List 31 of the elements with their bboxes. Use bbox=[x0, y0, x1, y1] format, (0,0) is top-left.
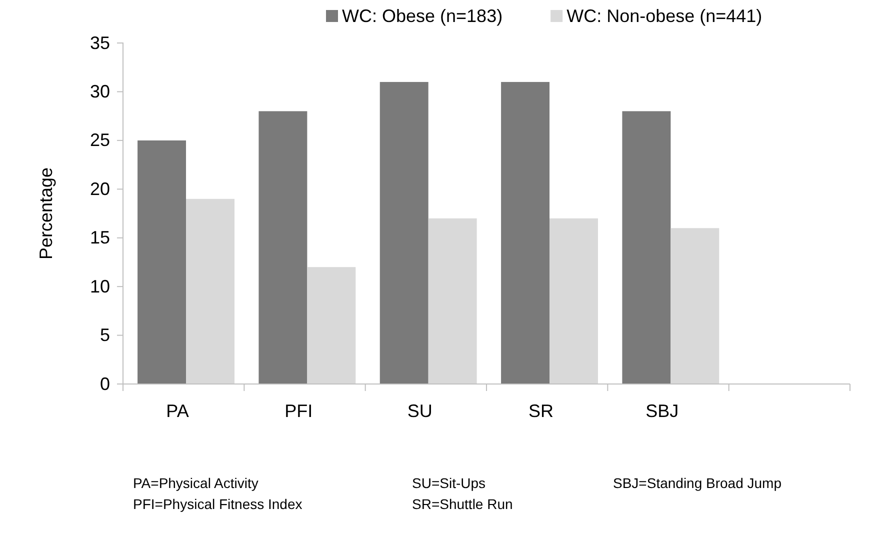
bar bbox=[550, 218, 598, 384]
bar bbox=[428, 218, 477, 384]
bar bbox=[186, 198, 234, 384]
x-tick-label: SR bbox=[528, 401, 554, 421]
bar bbox=[138, 140, 186, 384]
text: PA=Physical Activity bbox=[133, 475, 258, 491]
x-tick-label: SBJ bbox=[646, 401, 679, 421]
y-tick-label: 20 bbox=[90, 178, 110, 199]
text: SR=Shuttle Run bbox=[412, 496, 513, 512]
bar bbox=[501, 82, 550, 384]
legend-label: WC: Non-obese (n=441) bbox=[566, 6, 762, 26]
bar bbox=[258, 111, 308, 384]
y-tick-label: 25 bbox=[90, 130, 110, 150]
y-tick-label: 30 bbox=[90, 81, 110, 102]
legend-label: WC: Obese (n=183) bbox=[342, 6, 503, 26]
text: SBJ=Standing Broad Jump bbox=[613, 475, 782, 491]
y-tick-label: 0 bbox=[100, 374, 110, 394]
bar bbox=[307, 267, 356, 384]
y-axis-title: Percentage bbox=[36, 167, 56, 260]
bar bbox=[670, 228, 720, 384]
x-tick-label: PFI bbox=[284, 401, 313, 421]
y-tick-label: 35 bbox=[90, 32, 110, 53]
y-tick-label: 10 bbox=[90, 276, 110, 296]
x-tick-label: PA bbox=[166, 401, 189, 421]
bar bbox=[380, 82, 428, 384]
bar bbox=[622, 111, 671, 384]
text: PFI=Physical Fitness Index bbox=[133, 496, 302, 512]
y-tick-label: 5 bbox=[100, 325, 110, 346]
y-tick-label: 15 bbox=[90, 228, 110, 248]
text: SU=Sit-Ups bbox=[412, 475, 486, 491]
x-tick-label: SU bbox=[407, 401, 432, 421]
